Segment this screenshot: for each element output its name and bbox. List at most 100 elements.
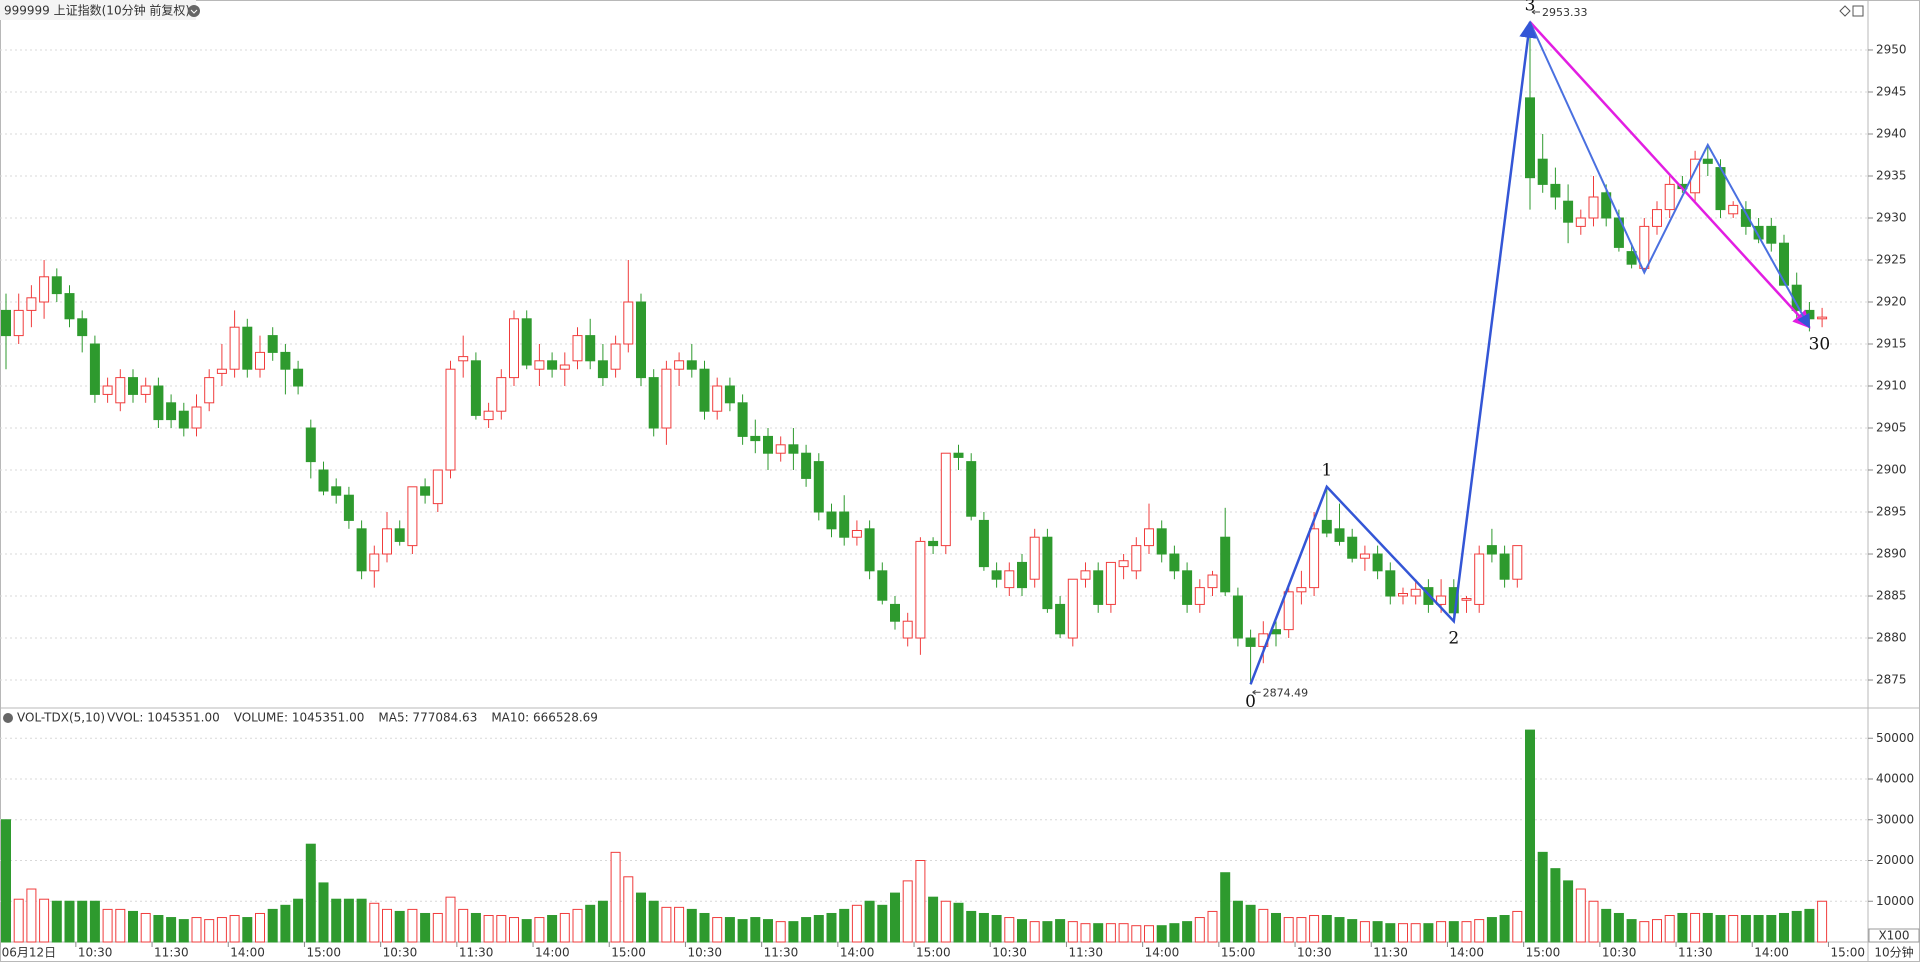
volume-bar	[356, 898, 367, 943]
volume-bar	[1728, 915, 1739, 943]
candle-body	[1334, 528, 1345, 542]
candle-body	[902, 620, 913, 639]
candle-body	[1321, 519, 1332, 534]
volume-bar	[331, 898, 342, 943]
volume-bar	[255, 912, 265, 943]
x-tick-label: 11:30	[459, 946, 494, 960]
volume-bar	[51, 900, 62, 943]
x-tick-label: 10:30	[1602, 946, 1637, 960]
volume-bar	[737, 919, 748, 943]
volume-bar	[369, 902, 380, 943]
candle-body	[1753, 225, 1764, 240]
volume-bar	[166, 917, 177, 943]
volume-bar	[788, 921, 799, 943]
volume-bar	[1055, 919, 1066, 943]
y-tick-label: 50000	[1876, 731, 1914, 745]
candle-body	[636, 301, 646, 379]
x-tick-label: 15:00	[1830, 946, 1865, 960]
volume-bar	[1359, 921, 1370, 943]
volume-bar	[915, 860, 926, 943]
marker-arrow	[1531, 9, 1540, 15]
volume-bar	[280, 904, 291, 943]
volume-bar	[1550, 868, 1561, 943]
candle-body	[1804, 309, 1815, 320]
candle-body	[1359, 553, 1370, 559]
candle-body	[1537, 158, 1548, 185]
volume-bar	[1448, 921, 1459, 943]
volume-bar	[1067, 921, 1078, 943]
volume-bar	[826, 912, 837, 943]
candle-body	[1436, 595, 1447, 605]
volume-bar	[1131, 925, 1142, 943]
volume-bar	[178, 919, 189, 943]
volume-bar	[699, 912, 710, 943]
y-tick-label: 2930	[1876, 210, 1907, 224]
y-tick-label: 2920	[1876, 295, 1907, 309]
candle-body	[1372, 553, 1383, 572]
volume-bar	[724, 917, 735, 943]
title-menu[interactable]	[188, 5, 200, 17]
candle-body	[1080, 570, 1091, 580]
volume-bar	[26, 888, 37, 943]
candle-body	[763, 435, 773, 454]
candle-body	[191, 406, 202, 429]
volume-bar	[432, 912, 443, 943]
volume-bar	[661, 906, 672, 943]
volume-bar	[1613, 912, 1624, 943]
x-tick-label: 11:30	[1678, 946, 1713, 960]
candle-body	[1131, 545, 1142, 572]
x-tick-label: 10:30	[78, 946, 113, 960]
volume-bar	[1486, 917, 1497, 943]
volume-bar	[102, 908, 113, 943]
volume-bar	[928, 896, 939, 943]
x-tick-label: 15:00	[1526, 946, 1561, 960]
candle-body	[1296, 587, 1307, 593]
volume-bar	[763, 919, 773, 943]
candle-body	[509, 318, 519, 379]
candle-body	[686, 360, 697, 370]
candle-body	[128, 377, 138, 395]
candle-body	[966, 461, 977, 517]
candle-body	[1639, 225, 1650, 269]
wave-line	[1249, 20, 1537, 685]
candle-body	[1766, 225, 1777, 244]
volume-bar	[343, 898, 354, 943]
candle-body	[102, 385, 113, 395]
window-icon[interactable]	[1852, 5, 1864, 17]
volume-bar	[509, 917, 519, 943]
y-tick-label: 2905	[1876, 421, 1907, 435]
y-tick-label: 10000	[1876, 894, 1914, 908]
volume-bar	[953, 902, 964, 943]
candle-body	[153, 385, 164, 421]
volume-bar	[1182, 921, 1193, 943]
candle-body	[991, 570, 1002, 580]
volume-bar	[1740, 915, 1751, 943]
volume-bar	[1017, 919, 1027, 943]
candle-body	[1728, 204, 1739, 215]
indicator-menu[interactable]	[3, 713, 13, 723]
candle-body	[470, 360, 481, 416]
candle-body	[623, 301, 634, 345]
volume-bar	[1105, 923, 1116, 943]
candle-body	[864, 528, 875, 572]
volume-bar	[216, 917, 227, 943]
volume-bar	[39, 898, 50, 943]
candle-body	[1, 309, 11, 337]
volume-bar	[521, 919, 532, 943]
diamond-icon[interactable]	[1839, 5, 1851, 17]
candle-body	[432, 469, 443, 505]
unit-label: X100	[1878, 929, 1909, 943]
candle-body	[1817, 316, 1828, 320]
candle-body	[369, 553, 380, 572]
volume-bar	[712, 917, 723, 943]
x-tick-label: 11:30	[1068, 946, 1103, 960]
candle-body	[953, 452, 964, 458]
volume-bar	[801, 917, 812, 943]
candle-body	[26, 297, 37, 311]
candle-body	[13, 309, 24, 337]
candle-body	[356, 528, 367, 572]
candle-body	[1398, 593, 1408, 597]
candle-body	[775, 444, 786, 454]
